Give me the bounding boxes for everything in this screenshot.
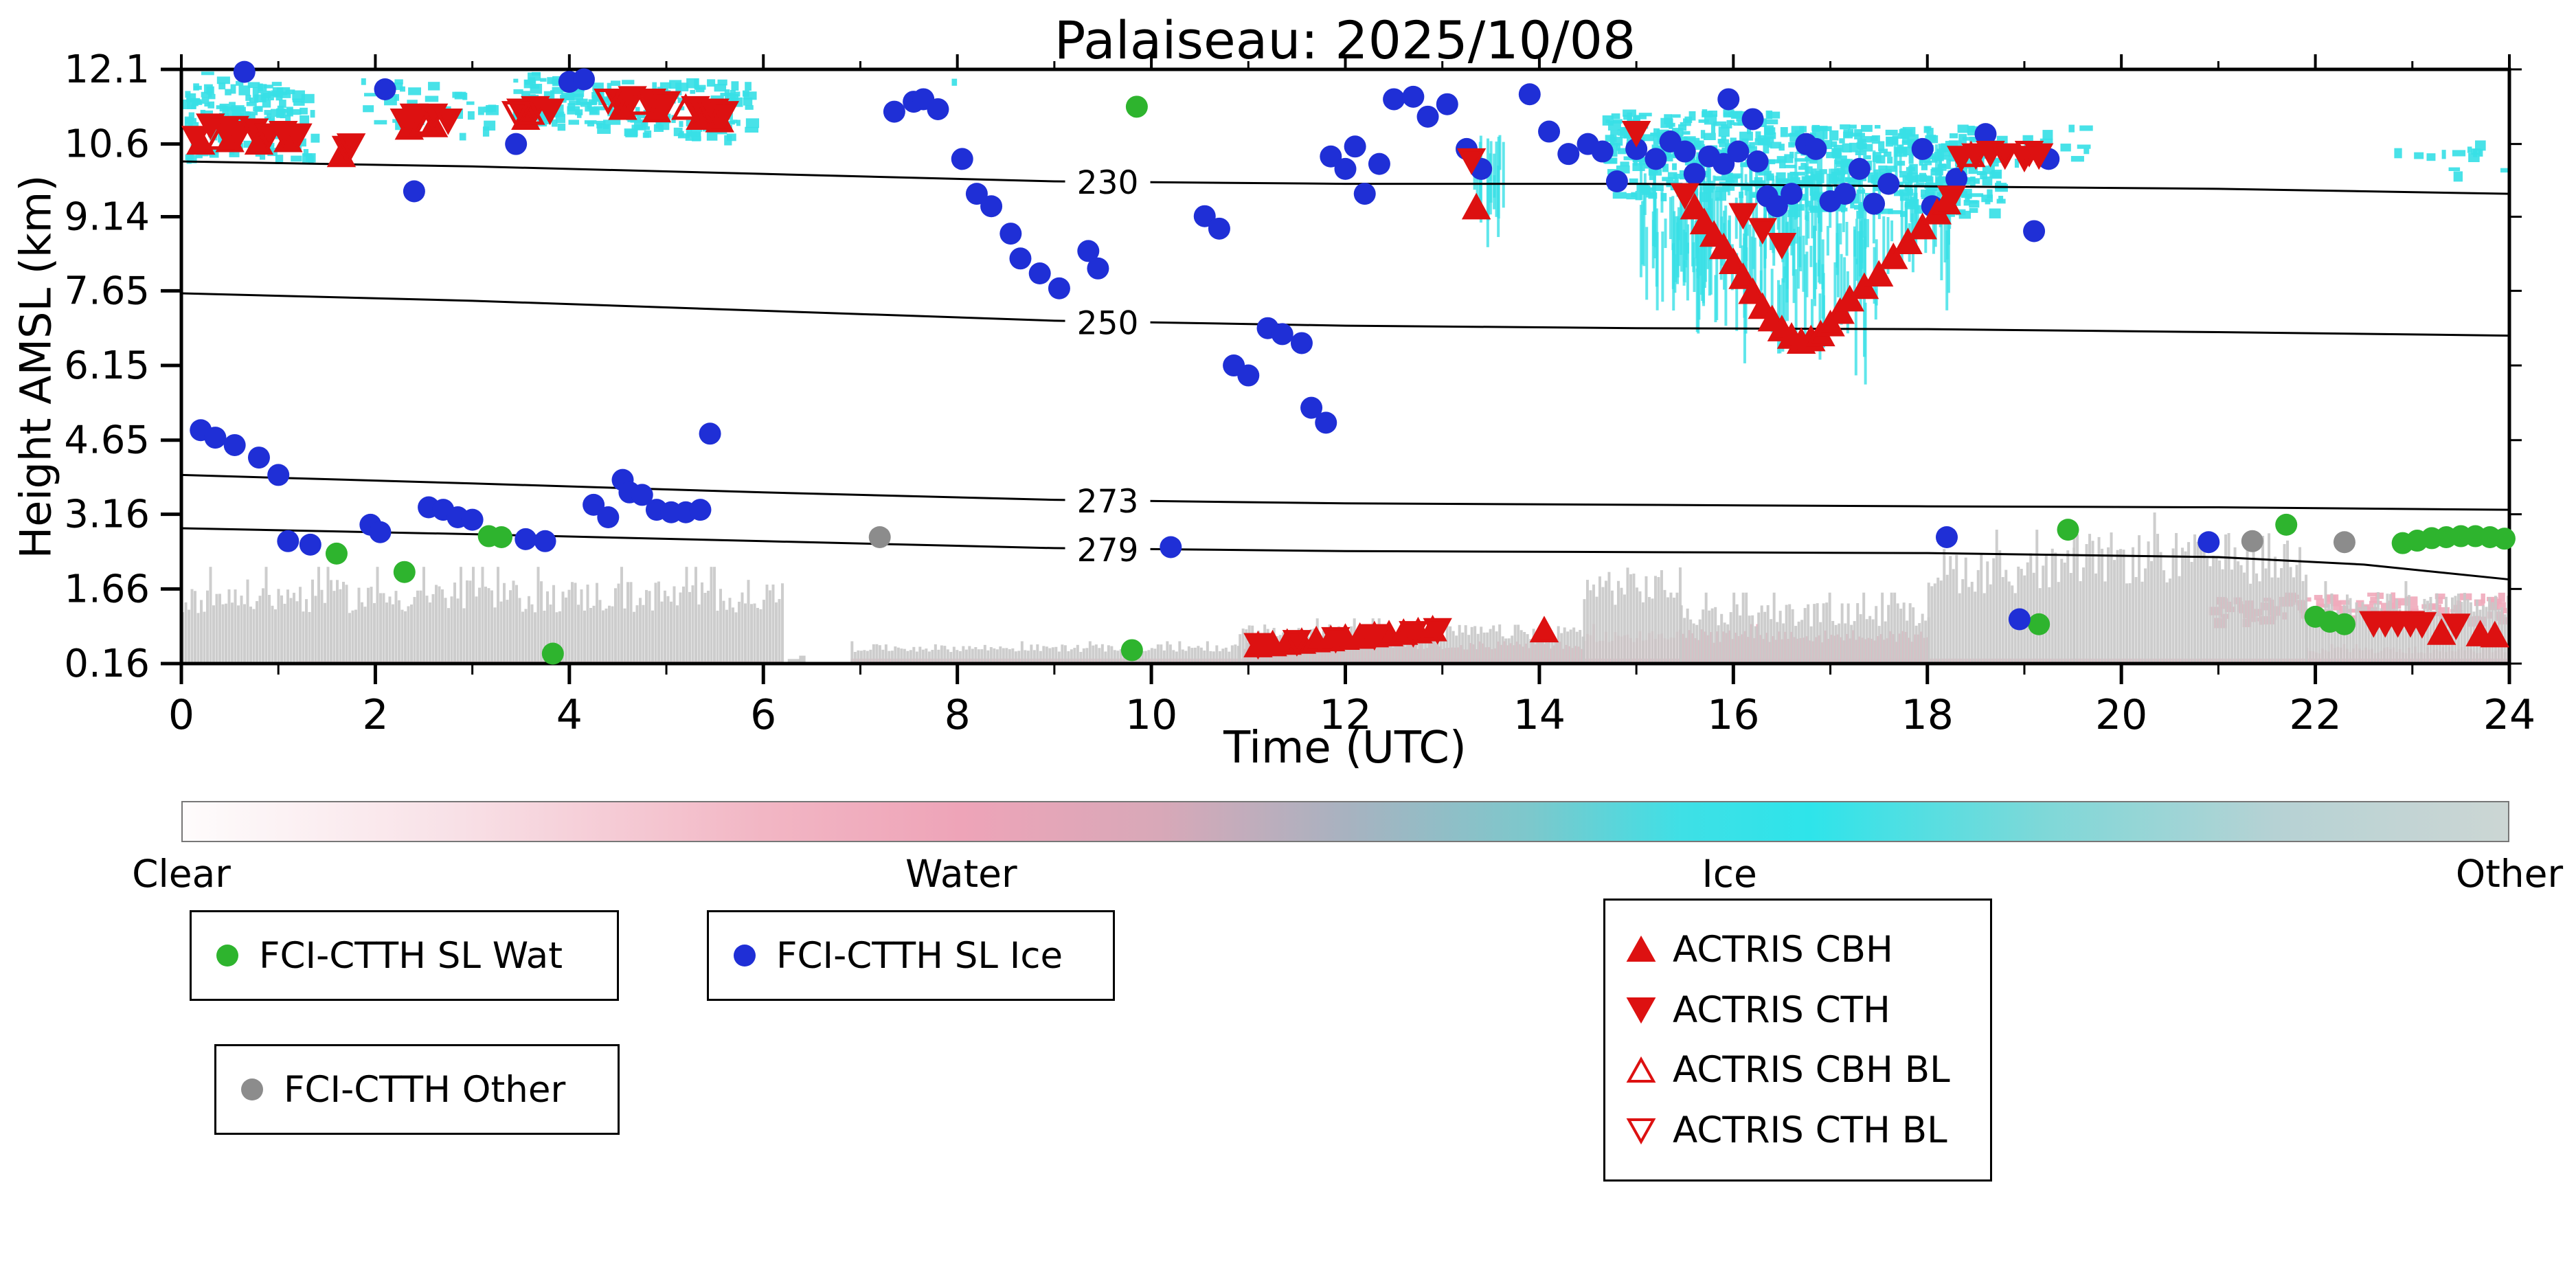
- isotherm-label-279: 279: [1077, 532, 1139, 569]
- legend-item: ACTRIS CTH BL: [1626, 1109, 1969, 1151]
- legend-label: ACTRIS CTH BL: [1673, 1109, 1947, 1152]
- green-circle-icon: [216, 945, 238, 967]
- x-tick-label: 20: [2095, 691, 2147, 739]
- time-height-plot: 23025027327912.110.69.147.656.154.653.16…: [64, 47, 2535, 739]
- legend-label: FCI-CTTH SL Wat: [259, 934, 563, 977]
- x-tick-label: 22: [2289, 691, 2341, 739]
- x-tick-label: 10: [1125, 691, 1177, 739]
- legend-label: ACTRIS CBH BL: [1673, 1049, 1950, 1092]
- legend-item: ACTRIS CBH BL: [1626, 1049, 1969, 1091]
- isotherm-label-273: 273: [1077, 483, 1139, 521]
- legend-box-other: FCI-CTTH Other: [214, 1044, 620, 1135]
- colorbar-label-ice: Ice: [1702, 852, 1757, 896]
- legend-item: FCI-CTTH SL Ice: [730, 935, 1092, 977]
- x-tick-label: 16: [1707, 691, 1759, 739]
- x-tick-label: 8: [945, 691, 971, 739]
- legend-box-sl-wat: FCI-CTTH SL Wat: [190, 910, 619, 1001]
- legend-item: FCI-CTTH Other: [237, 1069, 597, 1111]
- series-actris-cth-bl: [220, 88, 2044, 168]
- legend-label: FCI-CTTH Other: [284, 1068, 566, 1111]
- x-tick-label: 24: [2483, 691, 2535, 739]
- legend-label: ACTRIS CBH: [1673, 928, 1893, 971]
- x-tick-label: 0: [168, 691, 194, 739]
- series-actris-cth: [181, 86, 2471, 660]
- y-tick-label: 6.15: [64, 343, 150, 388]
- series-fci-ctth-other: [868, 526, 2355, 554]
- red-triangle-down-icon: [1626, 997, 1656, 1024]
- red-triangle-up-icon: [1626, 936, 1656, 962]
- colorbar-label-water: Water: [905, 852, 1017, 896]
- red-triangle-up-open-icon: [1626, 1056, 1656, 1083]
- x-tick-label: 6: [750, 691, 776, 739]
- isotherm-label-230: 230: [1077, 164, 1139, 202]
- y-tick-label: 12.1: [64, 47, 150, 92]
- legend-label: ACTRIS CTH: [1673, 988, 1890, 1031]
- legend-item: ACTRIS CTH: [1626, 989, 1969, 1031]
- isotherm-label-250: 250: [1077, 304, 1139, 342]
- x-axis-label: Time (UTC): [1223, 723, 1467, 773]
- x-tick-label: 18: [1901, 691, 1954, 739]
- legend-item: FCI-CTTH SL Wat: [212, 935, 596, 977]
- colorbar-label-other: Other: [2455, 852, 2564, 896]
- x-tick-label: 12: [1319, 691, 1371, 739]
- x-tick-label: 14: [1513, 691, 1566, 739]
- classification-colorbar: [181, 801, 2509, 842]
- y-tick-label: 7.65: [64, 269, 150, 313]
- isotherm-contours: 230 250 273 279: [181, 160, 2510, 581]
- legend-box-sl-ice: FCI-CTTH SL Ice: [707, 910, 1115, 1001]
- legend-item: ACTRIS CBH: [1626, 929, 1969, 971]
- series-fci-ctth-sl-wat: [325, 95, 2516, 665]
- blue-circle-icon: [734, 945, 756, 967]
- colorbar-label-clear: Clear: [132, 852, 231, 896]
- gray-circle-icon: [241, 1078, 263, 1100]
- y-tick-label: 10.6: [64, 122, 150, 167]
- x-tick-label: 4: [556, 691, 583, 739]
- axes: 12.110.69.147.656.154.653.161.660.160 2 4 6…: [64, 47, 2535, 739]
- x-tick-label: 2: [362, 691, 388, 739]
- red-triangle-down-open-icon: [1626, 1118, 1656, 1144]
- y-tick-label: 3.16: [64, 493, 150, 537]
- y-tick-label: 9.14: [64, 194, 150, 239]
- y-tick-label: 0.16: [64, 642, 150, 686]
- y-tick-label: 4.65: [64, 418, 150, 463]
- series-fci-ctth-sl-ice: [190, 60, 2220, 631]
- legend-label: FCI-CTTH SL Ice: [776, 934, 1063, 977]
- y-tick-label: 1.66: [64, 567, 150, 611]
- legend-box-actris: ACTRIS CBH ACTRIS CTH ACTRIS CBH BL ACTRIS …: [1603, 899, 1992, 1182]
